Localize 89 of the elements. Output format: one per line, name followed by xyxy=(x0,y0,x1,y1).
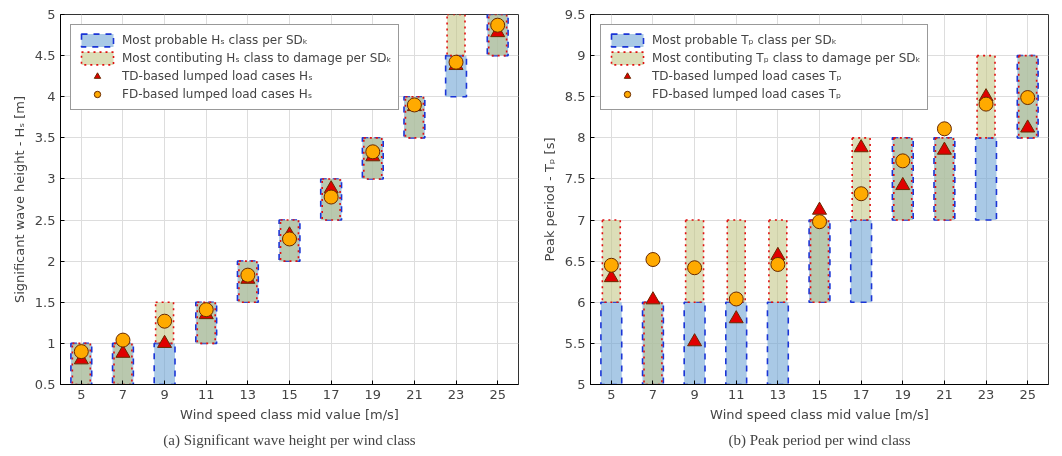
point xyxy=(936,141,952,155)
x-tick-label: 25 xyxy=(1019,386,1036,402)
y-tick-label: 0.5 xyxy=(34,377,56,392)
x-tick-label: 21 xyxy=(406,386,423,402)
x-tick-label: 5 xyxy=(77,386,86,402)
point xyxy=(645,291,661,305)
x-tick-label: 23 xyxy=(977,386,995,402)
y-tick-label: 7.5 xyxy=(564,171,586,187)
y-tick-label: 5.5 xyxy=(564,335,586,351)
bar xyxy=(683,301,706,385)
x-tick-label: 23 xyxy=(447,386,465,402)
x-tick-label: 17 xyxy=(852,386,870,402)
y-tick-label: 1 xyxy=(47,335,56,351)
x-tick-label: 11 xyxy=(727,386,745,402)
point xyxy=(978,96,994,112)
point xyxy=(728,310,744,324)
y-tick-label: 3 xyxy=(47,171,56,187)
y-tick-label: 3.5 xyxy=(34,130,56,146)
y-tick-label: 7 xyxy=(577,212,586,228)
point xyxy=(853,139,869,153)
x-tick-label: 21 xyxy=(936,386,953,402)
legend-label: Most probable Hₛ class per SDₖ xyxy=(122,32,308,49)
x-tick-label: 5 xyxy=(607,386,616,402)
point xyxy=(895,176,911,191)
x-tick-label: 19 xyxy=(364,386,382,402)
point xyxy=(157,334,173,348)
bar xyxy=(153,342,176,385)
point xyxy=(936,121,952,137)
y-tick-label: 8 xyxy=(577,130,586,146)
y-tick-label: 2.5 xyxy=(34,212,56,228)
legend-label: Most contibuting Hₛ class to damage per SDₖ xyxy=(122,50,392,67)
legend-label: FD-based lumped load cases Tₚ xyxy=(652,86,842,103)
point xyxy=(115,332,131,348)
bar xyxy=(766,301,790,385)
x-tick-label: 7 xyxy=(118,386,128,402)
y-tick-label: 5 xyxy=(47,7,56,22)
point xyxy=(687,260,703,276)
text: (b) Peak period per wind class xyxy=(728,431,911,449)
point xyxy=(198,302,214,318)
x-tick-label: 15 xyxy=(281,386,298,402)
y-tick-label: 6 xyxy=(577,294,586,310)
point xyxy=(728,291,744,307)
x-tick-label: 25 xyxy=(489,386,506,402)
point xyxy=(853,186,869,202)
point xyxy=(895,153,911,169)
point xyxy=(115,344,131,358)
x-tick-label: 7 xyxy=(648,386,658,402)
legend-label: Most probable Tₚ class per SDₖ xyxy=(652,32,837,49)
legend-label: FD-based lumped load cases Hₛ xyxy=(122,86,313,103)
point xyxy=(490,17,506,33)
point xyxy=(1020,90,1036,106)
y-tick-label: 1.5 xyxy=(34,294,56,310)
point xyxy=(812,214,827,230)
y-tick-label: 2 xyxy=(47,253,56,269)
bar xyxy=(725,301,748,385)
bar xyxy=(849,219,873,304)
y-tick-label: 4 xyxy=(47,89,56,105)
point xyxy=(1020,119,1036,133)
x-tick-label: 15 xyxy=(811,386,828,402)
x-axis-title: Wind speed class mid value [m/s] xyxy=(180,406,399,422)
x-axis-title: Wind speed class mid value [m/s] xyxy=(710,406,929,422)
y-axis-title: Significant wave height - Hₛ [m] xyxy=(11,95,27,304)
x-tick-label: 11 xyxy=(197,386,215,402)
x-tick-label: 13 xyxy=(769,386,787,402)
y-tick-label: 6.5 xyxy=(564,253,586,269)
x-tick-label: 9 xyxy=(160,386,169,402)
point xyxy=(687,333,703,347)
legend-label: TD-based lumped load cases Tₚ xyxy=(652,68,842,85)
legend-label: Most contibuting Tₚ class to damage per SDₖ xyxy=(652,50,921,67)
y-axis-title: Peak period - Tₚ [s] xyxy=(541,137,557,262)
bar xyxy=(600,301,623,385)
x-tick-label: 19 xyxy=(894,386,912,402)
point xyxy=(645,252,661,268)
bar xyxy=(726,219,746,304)
point xyxy=(73,344,89,360)
x-tick-label: 13 xyxy=(239,386,257,402)
point xyxy=(812,201,827,215)
bar xyxy=(974,137,998,221)
bar xyxy=(446,14,466,57)
x-tick-label: 17 xyxy=(322,386,340,402)
y-tick-label: 9.5 xyxy=(564,7,586,22)
text: (a) Significant wave height per wind class xyxy=(163,431,416,449)
y-tick-label: 8.5 xyxy=(564,89,586,105)
point xyxy=(770,256,786,272)
x-tick-label: 9 xyxy=(690,386,699,402)
y-tick-label: 9 xyxy=(577,48,586,64)
y-tick-label: 4.5 xyxy=(34,48,56,64)
point xyxy=(603,257,619,273)
legend-label: TD-based lumped load cases Hₛ xyxy=(122,68,313,85)
